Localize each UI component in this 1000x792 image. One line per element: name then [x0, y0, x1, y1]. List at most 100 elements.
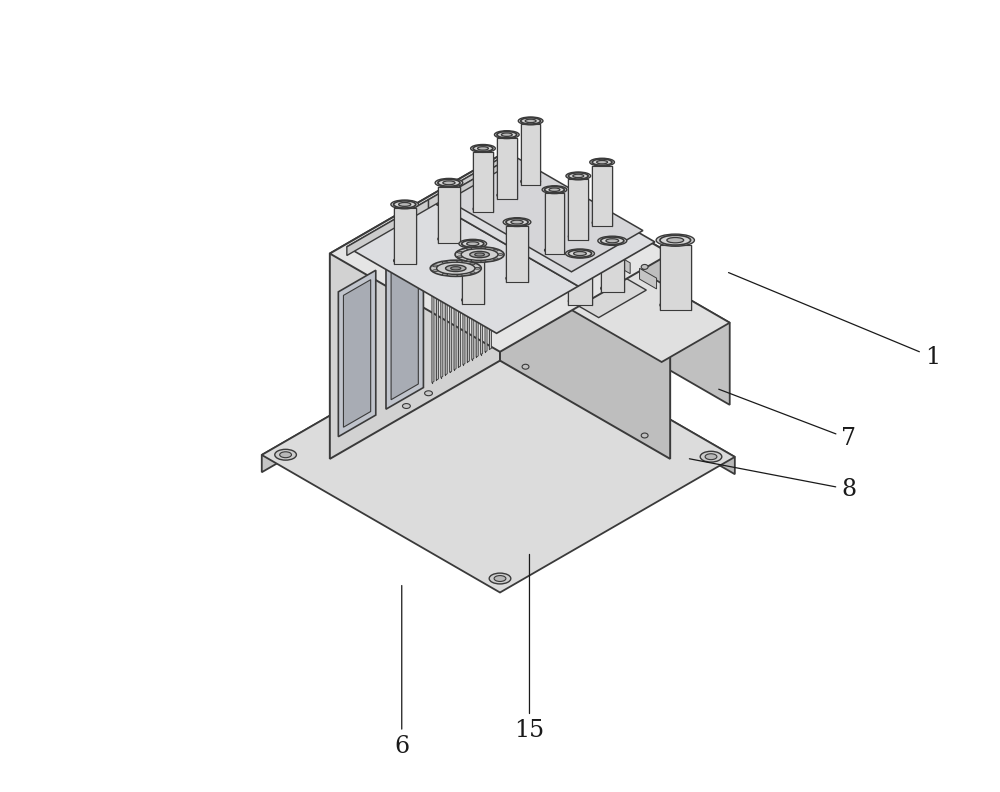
Polygon shape — [568, 257, 592, 305]
Ellipse shape — [466, 248, 472, 249]
Polygon shape — [338, 270, 376, 436]
Polygon shape — [432, 226, 434, 383]
Ellipse shape — [481, 247, 486, 249]
Ellipse shape — [437, 262, 475, 274]
Ellipse shape — [394, 257, 416, 264]
Ellipse shape — [462, 240, 484, 247]
Polygon shape — [330, 155, 500, 459]
Polygon shape — [450, 215, 452, 372]
Polygon shape — [472, 203, 474, 360]
Ellipse shape — [521, 118, 540, 124]
Ellipse shape — [574, 252, 586, 256]
Ellipse shape — [549, 188, 560, 192]
Ellipse shape — [497, 192, 517, 198]
Polygon shape — [391, 252, 418, 400]
Ellipse shape — [461, 249, 498, 261]
Ellipse shape — [425, 227, 432, 231]
Ellipse shape — [433, 265, 438, 267]
Polygon shape — [438, 187, 460, 243]
Polygon shape — [441, 221, 443, 378]
Ellipse shape — [700, 451, 722, 462]
Ellipse shape — [597, 161, 608, 164]
Ellipse shape — [592, 219, 612, 226]
Ellipse shape — [641, 265, 648, 269]
Ellipse shape — [566, 249, 594, 258]
Polygon shape — [545, 193, 564, 253]
Ellipse shape — [478, 147, 488, 150]
Polygon shape — [473, 152, 493, 212]
Polygon shape — [534, 208, 551, 228]
Polygon shape — [526, 244, 730, 362]
Polygon shape — [497, 319, 735, 474]
Polygon shape — [539, 256, 646, 318]
Ellipse shape — [435, 178, 463, 187]
Text: 7: 7 — [719, 389, 856, 451]
Polygon shape — [463, 208, 465, 365]
Ellipse shape — [491, 330, 502, 336]
Ellipse shape — [598, 236, 627, 246]
Ellipse shape — [568, 249, 592, 257]
Ellipse shape — [545, 187, 564, 192]
Ellipse shape — [467, 242, 479, 246]
Ellipse shape — [394, 201, 416, 208]
Ellipse shape — [656, 234, 694, 246]
Polygon shape — [521, 124, 540, 185]
Polygon shape — [442, 156, 643, 272]
Ellipse shape — [542, 186, 567, 193]
Ellipse shape — [601, 284, 624, 292]
Ellipse shape — [457, 251, 463, 253]
Ellipse shape — [506, 275, 528, 282]
Ellipse shape — [462, 240, 484, 247]
Ellipse shape — [545, 187, 564, 192]
Ellipse shape — [705, 454, 717, 459]
Ellipse shape — [667, 238, 684, 243]
Ellipse shape — [506, 219, 528, 226]
Polygon shape — [526, 244, 594, 366]
Polygon shape — [445, 218, 447, 375]
Ellipse shape — [498, 253, 503, 255]
Ellipse shape — [394, 201, 416, 208]
Ellipse shape — [506, 219, 528, 226]
Polygon shape — [347, 200, 429, 256]
Ellipse shape — [443, 181, 455, 185]
Ellipse shape — [280, 451, 291, 458]
Ellipse shape — [455, 247, 504, 262]
Text: 1: 1 — [729, 272, 940, 368]
Polygon shape — [394, 208, 416, 265]
Ellipse shape — [486, 328, 507, 338]
Ellipse shape — [494, 131, 519, 139]
Ellipse shape — [568, 173, 588, 179]
Polygon shape — [592, 166, 612, 226]
Polygon shape — [467, 205, 469, 362]
Polygon shape — [436, 223, 438, 380]
Polygon shape — [594, 244, 730, 405]
Ellipse shape — [522, 364, 529, 369]
Polygon shape — [539, 256, 587, 285]
Ellipse shape — [503, 218, 531, 227]
Polygon shape — [330, 155, 670, 352]
Ellipse shape — [438, 179, 460, 186]
Ellipse shape — [493, 249, 498, 251]
Ellipse shape — [459, 239, 487, 248]
Text: 15: 15 — [514, 554, 545, 742]
Ellipse shape — [438, 179, 460, 186]
Ellipse shape — [521, 178, 540, 185]
Ellipse shape — [466, 260, 472, 261]
Ellipse shape — [568, 249, 592, 257]
Ellipse shape — [402, 404, 410, 409]
Polygon shape — [506, 226, 528, 282]
Polygon shape — [640, 268, 657, 289]
Polygon shape — [660, 246, 691, 310]
Ellipse shape — [391, 200, 419, 209]
Ellipse shape — [470, 251, 489, 257]
Polygon shape — [442, 156, 514, 204]
Ellipse shape — [399, 203, 411, 207]
Ellipse shape — [573, 174, 584, 177]
Polygon shape — [458, 211, 461, 367]
Ellipse shape — [442, 261, 448, 263]
Ellipse shape — [494, 576, 506, 581]
Ellipse shape — [497, 131, 517, 138]
Ellipse shape — [592, 159, 612, 166]
Polygon shape — [568, 179, 588, 240]
Ellipse shape — [442, 273, 448, 275]
